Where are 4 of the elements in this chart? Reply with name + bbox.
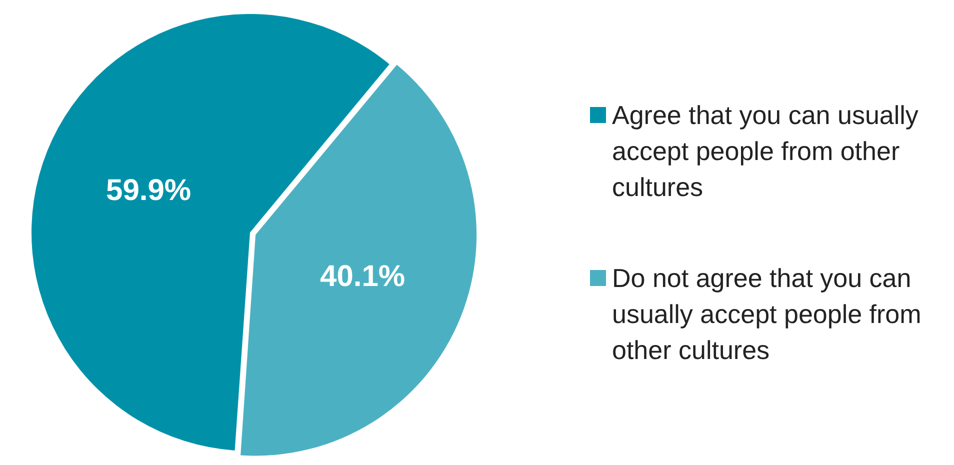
data-label: 40.1% bbox=[320, 260, 406, 293]
data-label: 59.9% bbox=[106, 174, 192, 208]
legend-label: Agree that you can usually accept people from other cultures bbox=[612, 99, 920, 204]
legend-label: Do not agree that you can usually accept people from other cultures bbox=[612, 262, 922, 367]
